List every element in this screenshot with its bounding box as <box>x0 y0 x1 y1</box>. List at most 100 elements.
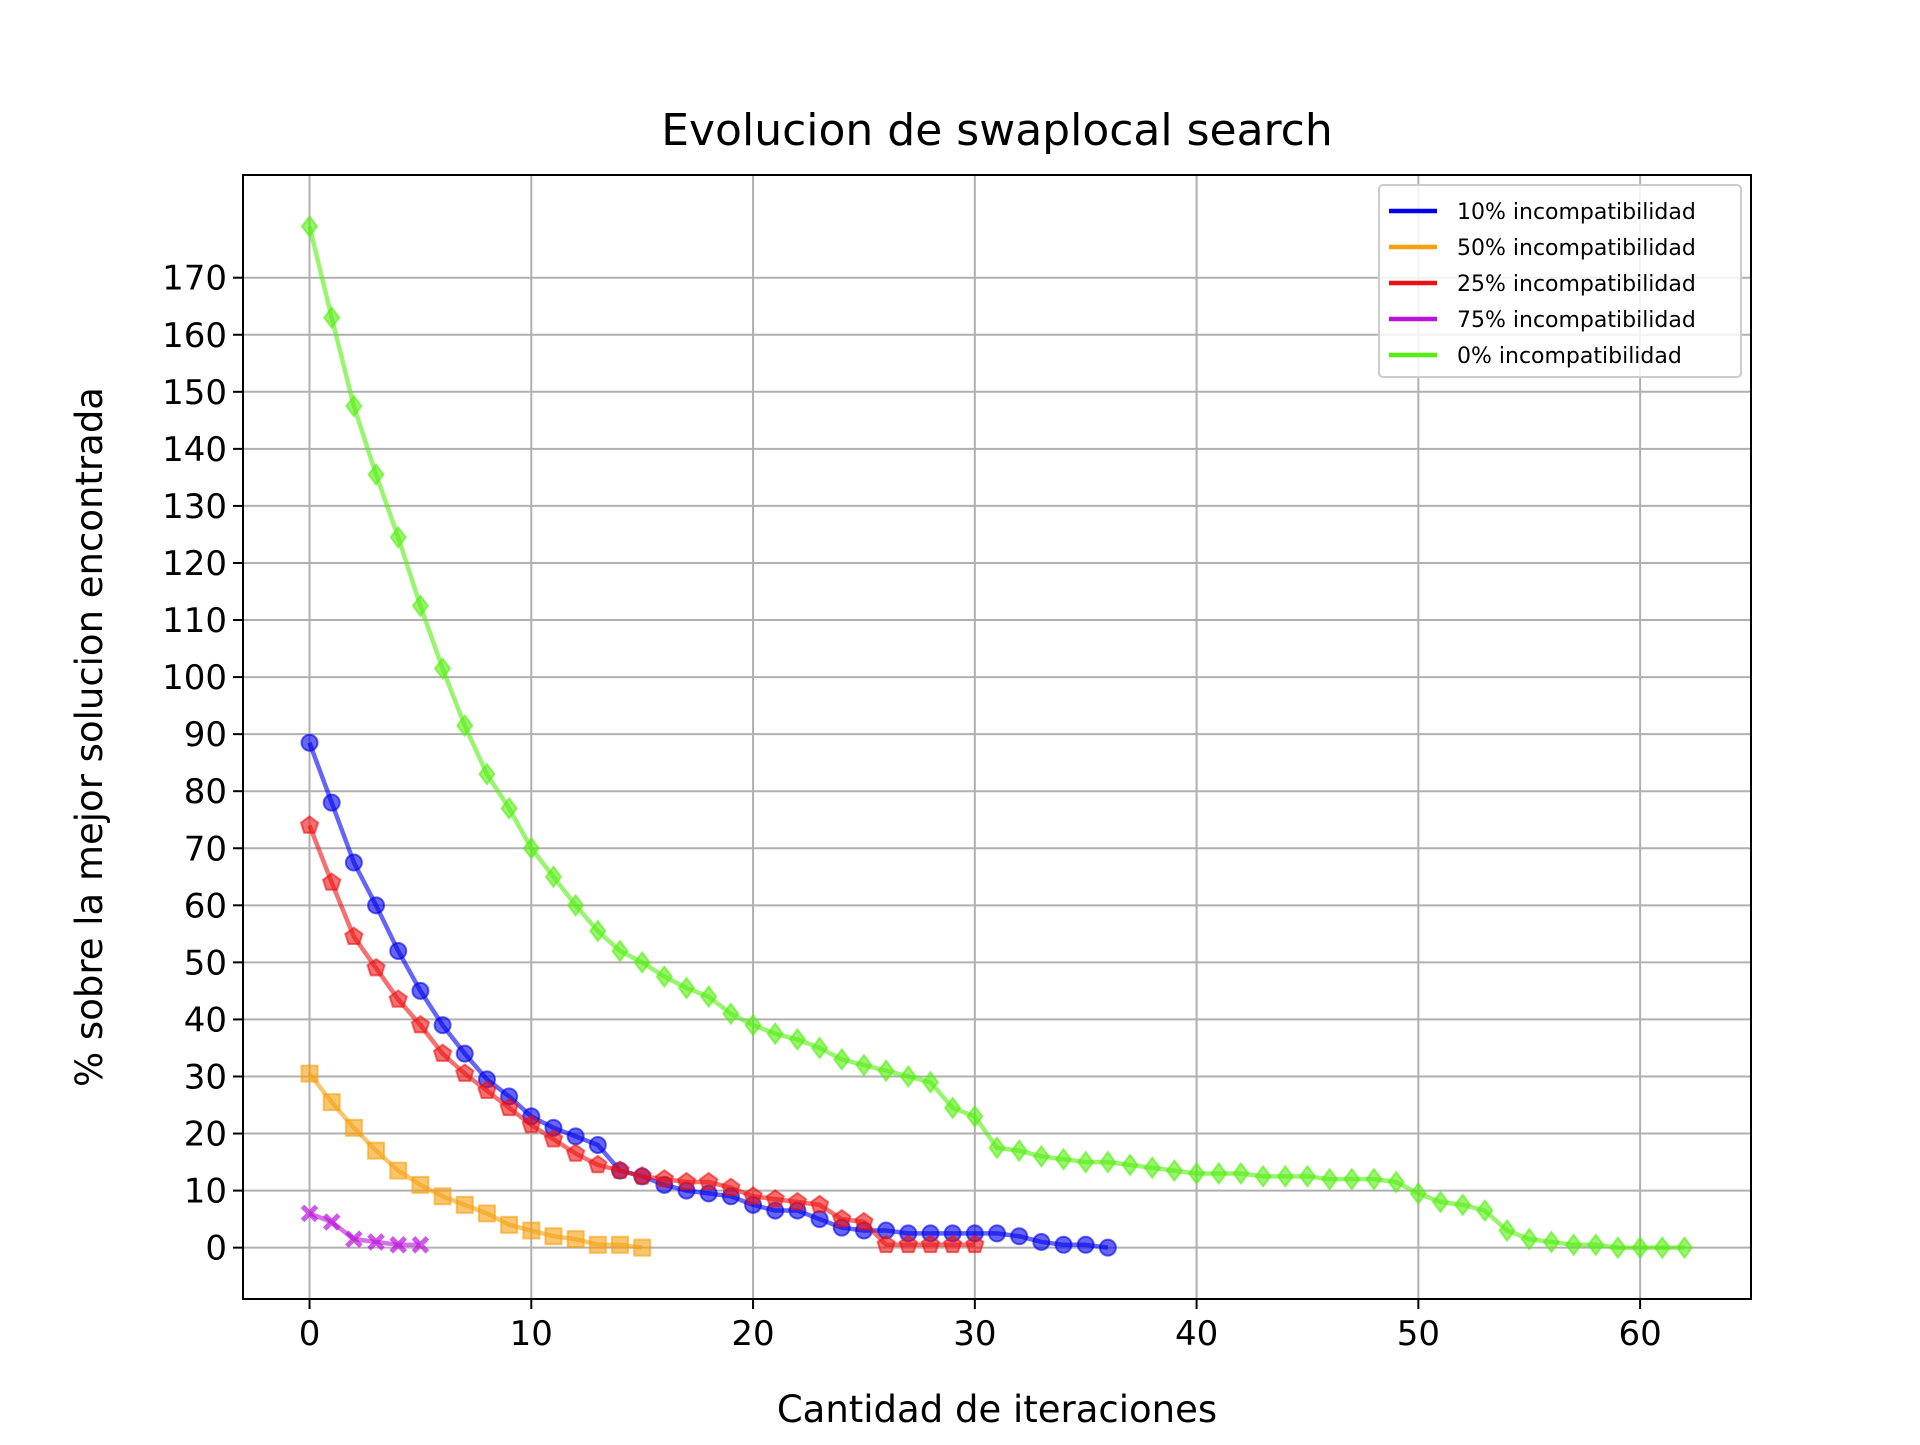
data-point <box>344 1118 363 1137</box>
data-point <box>1099 1150 1117 1174</box>
data-point <box>433 656 452 681</box>
data-point <box>810 1036 829 1060</box>
data-point <box>810 1210 829 1229</box>
legend-item: 0% incompatibilidad <box>1389 344 1682 369</box>
data-point <box>722 1002 740 1026</box>
data-point <box>299 815 320 834</box>
data-point <box>344 926 364 945</box>
data-point <box>744 1013 762 1037</box>
data-point <box>1653 1235 1672 1260</box>
data-point <box>1387 1170 1405 1194</box>
x-tick-label: 10 <box>510 1314 553 1354</box>
legend-label: 10% incompatibilidad <box>1457 200 1696 225</box>
series-1 <box>300 1064 652 1257</box>
data-point <box>699 984 718 1009</box>
x-tick-label: 20 <box>731 1314 774 1354</box>
legend: 10% incompatibilidad 50% incompatibilidad… <box>1378 184 1742 378</box>
data-point <box>389 941 408 960</box>
data-point <box>345 394 363 418</box>
legend-label: 0% incompatibilidad <box>1457 344 1682 369</box>
data-point <box>610 1160 630 1179</box>
chart-title: Evolucion de swaplocal search <box>661 105 1333 156</box>
data-point <box>455 1195 474 1214</box>
data-point <box>877 1059 895 1083</box>
data-point <box>499 1097 519 1117</box>
data-point <box>588 1154 608 1174</box>
data-point <box>1076 1235 1095 1254</box>
data-point <box>543 1128 564 1148</box>
series-4 <box>300 214 1694 1260</box>
data-point <box>411 1175 430 1194</box>
data-point <box>411 1236 430 1254</box>
legend-item: 10% incompatibilidad <box>1389 200 1696 225</box>
data-point <box>367 1141 386 1160</box>
series-layer <box>299 214 1694 1260</box>
plot-frame <box>242 174 1752 1300</box>
data-point <box>854 1211 874 1231</box>
data-point <box>1032 1144 1051 1169</box>
data-point <box>455 1063 475 1082</box>
data-point <box>456 713 474 738</box>
data-point <box>367 896 386 915</box>
y-tick-label: 120 <box>162 544 227 584</box>
data-point <box>743 1186 763 1205</box>
data-point <box>544 1227 563 1246</box>
data-point <box>1254 1164 1272 1188</box>
data-point <box>322 1093 341 1112</box>
data-point <box>1675 1235 1694 1260</box>
data-point <box>566 893 585 917</box>
data-point <box>788 1027 807 1052</box>
data-point <box>965 1234 985 1254</box>
data-point <box>345 1230 363 1248</box>
data-point <box>300 214 319 239</box>
series-line <box>307 1072 643 1250</box>
data-point <box>1431 1190 1450 1214</box>
data-point <box>1143 1156 1161 1180</box>
data-point <box>943 1096 962 1120</box>
data-point <box>1476 1198 1494 1223</box>
data-point <box>1010 1227 1029 1246</box>
data-point <box>522 1221 541 1240</box>
legend-item: 50% incompatibilidad <box>1389 236 1696 261</box>
y-tick-label: 140 <box>162 430 227 470</box>
data-point <box>1165 1158 1184 1183</box>
data-point <box>589 919 607 943</box>
data-point <box>966 1104 984 1129</box>
data-point <box>1010 1138 1028 1163</box>
y-tick-label: 110 <box>162 601 227 641</box>
data-point <box>1054 1147 1073 1171</box>
y-axis-label: % sobre la mejor solucion encontrada <box>68 387 111 1087</box>
data-point <box>655 964 674 989</box>
y-tick-label: 100 <box>162 658 227 698</box>
data-point <box>920 1234 941 1254</box>
data-point <box>876 1234 896 1254</box>
y-tick-label: 150 <box>162 373 227 413</box>
data-point <box>898 1234 919 1254</box>
y-tick-label: 130 <box>162 487 227 527</box>
data-point <box>321 872 342 891</box>
data-point <box>322 1213 341 1231</box>
data-point <box>410 1014 431 1034</box>
data-point <box>899 1064 918 1089</box>
data-point <box>1210 1161 1228 1186</box>
data-point <box>611 1235 629 1254</box>
data-point <box>322 793 341 812</box>
data-point <box>988 1224 1006 1243</box>
data-point <box>433 1187 452 1206</box>
data-point <box>1564 1233 1583 1257</box>
data-point <box>389 525 407 549</box>
data-point <box>698 1171 719 1191</box>
data-point <box>389 1161 408 1180</box>
data-point <box>766 1022 784 1046</box>
data-point <box>676 1171 697 1191</box>
data-point <box>566 1127 585 1146</box>
data-point <box>765 1188 785 1208</box>
x-tick-label: 60 <box>1618 1314 1661 1354</box>
data-point <box>633 1238 652 1257</box>
data-point <box>677 976 696 1000</box>
y-tick-label: 30 <box>184 1057 227 1097</box>
data-point <box>500 796 518 820</box>
y-tick-label: 40 <box>184 1000 227 1040</box>
